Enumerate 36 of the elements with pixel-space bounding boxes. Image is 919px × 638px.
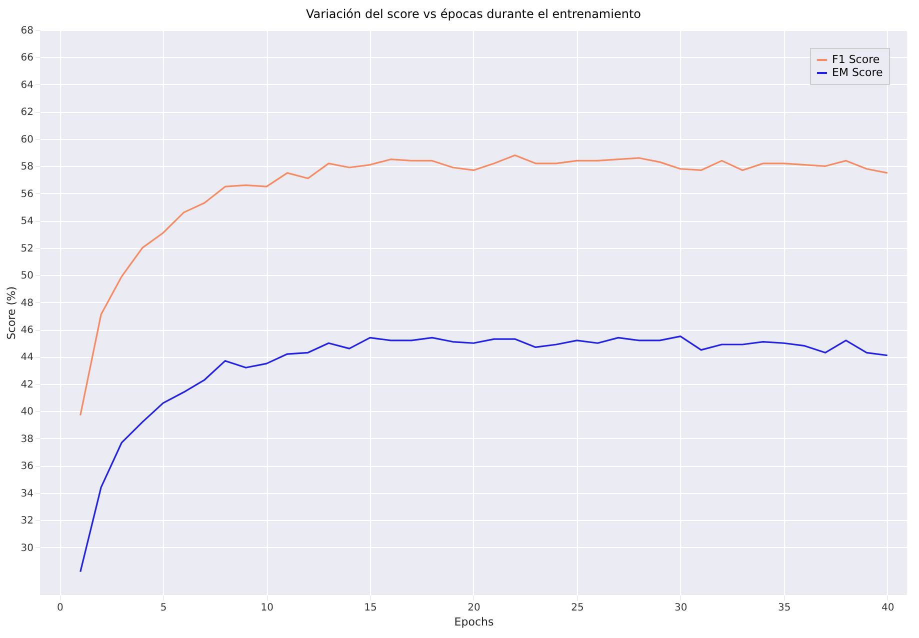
- y-tick-label: 34: [20, 488, 34, 500]
- y-tick-label: 56: [20, 188, 34, 200]
- y-tick-label: 50: [20, 270, 34, 282]
- y-tick-label: 44: [20, 352, 34, 364]
- legend-label: EM Score: [832, 66, 883, 79]
- y-tick-label: 40: [20, 406, 34, 418]
- y-tick-label: 60: [20, 134, 34, 146]
- y-tick-label: 32: [20, 516, 34, 527]
- line-series: [80, 154, 888, 416]
- line-series: [80, 336, 888, 573]
- x-tick-label: 10: [260, 602, 274, 614]
- y-tick-label: 30: [20, 542, 34, 554]
- y-tick-label: 66: [20, 52, 34, 64]
- x-tick-label: 15: [364, 602, 377, 614]
- legend-label: F1 Score: [832, 53, 880, 66]
- x-tick-label: 5: [160, 602, 167, 614]
- y-tick-label: 52: [20, 243, 34, 254]
- y-tick-label: 42: [20, 379, 34, 390]
- y-tick-label: 58: [20, 162, 34, 173]
- x-tick-label: 0: [56, 602, 64, 614]
- y-tick-label: 48: [20, 298, 34, 309]
- y-tick-label: 36: [20, 461, 34, 472]
- x-axis-title: Epochs: [454, 616, 494, 628]
- x-tick-label: 30: [674, 602, 688, 614]
- y-tick-label: 54: [20, 216, 34, 228]
- y-tick-label: 46: [20, 325, 34, 336]
- x-tick-label: 40: [881, 602, 894, 614]
- chart-title: Variación del score vs épocas durante el entrenamiento: [306, 7, 641, 21]
- y-tick-label: 62: [20, 107, 34, 118]
- y-tick-label: 64: [20, 80, 34, 91]
- x-tick-label: 20: [468, 602, 480, 614]
- y-tick-label: 38: [20, 434, 34, 445]
- x-tick-label: 25: [571, 602, 584, 614]
- x-tick-label: 35: [778, 602, 791, 614]
- y-tick-label: 68: [20, 26, 34, 36]
- y-axis-title: Score (%): [4, 286, 18, 340]
